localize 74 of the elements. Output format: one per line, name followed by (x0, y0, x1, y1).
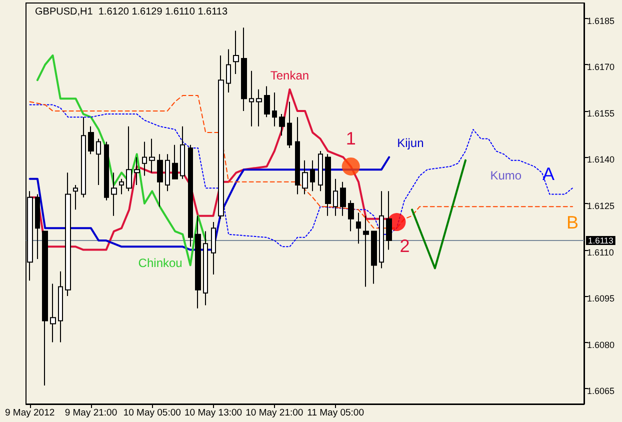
candlestick (203, 230, 208, 306)
x-tick-label: 11 May 05:00 (307, 408, 364, 418)
candlestick (379, 190, 384, 269)
candlestick (188, 144, 193, 248)
candlestick (333, 178, 338, 216)
candlestick (325, 154, 331, 216)
candlestick (295, 116, 300, 195)
line-series (28, 156, 390, 251)
candlestick (42, 230, 48, 386)
candlestick (371, 230, 377, 284)
candlestick (386, 190, 392, 250)
y-tick-label: 1.6185 (587, 16, 615, 26)
y-tick-label: 1.6080 (587, 340, 615, 350)
annotation: 2 (400, 236, 410, 256)
candlestick (73, 184, 78, 210)
y-tick-label: 1.6170 (587, 62, 615, 72)
series-label: Kijun (397, 136, 424, 150)
candlestick (134, 156, 140, 186)
candlestick (264, 86, 270, 118)
candlestick (218, 54, 224, 220)
candlestick (211, 222, 216, 275)
candlestick (50, 283, 56, 343)
y-tick-label: 1.6065 (587, 386, 615, 396)
candlestick (340, 181, 346, 216)
annotation: Kumo (490, 168, 522, 182)
candlestick (256, 88, 262, 127)
candlestick (119, 178, 124, 195)
ref-line-label: 1.6113 (588, 236, 614, 246)
candlestick (348, 200, 354, 232)
candlestick (241, 27, 247, 112)
candlestick (287, 101, 292, 148)
y-tick-label: 1.6125 (587, 201, 615, 211)
series-label: B (566, 212, 579, 233)
x-tick-label: 9 May 21:00 (64, 408, 118, 418)
candlestick (81, 116, 86, 198)
candlestick (226, 48, 231, 93)
candlestick (104, 141, 109, 201)
candlestick (88, 126, 94, 155)
y-tick-label: 1.6095 (587, 294, 615, 304)
candlestick (165, 154, 170, 192)
candlestick (172, 144, 178, 180)
y-tick-label: 1.6110 (587, 247, 614, 258)
candlestick (363, 215, 369, 288)
chart-title: GBPUSD,H1 1.6120 1.6129 1.6110 1.6113 (35, 6, 228, 18)
candlestick (272, 92, 277, 127)
candlestick (318, 150, 323, 192)
x-tick-label: 9 May 2012 (4, 408, 55, 418)
candlestick (356, 212, 361, 244)
candlestick (126, 126, 132, 192)
candlestick (310, 160, 315, 192)
candlestick (65, 172, 71, 297)
candlestick (195, 215, 201, 309)
x-tick-label: 10 May 21:00 (246, 408, 304, 418)
candlestick (111, 172, 117, 216)
series-label: A (542, 164, 555, 184)
candlestick (35, 194, 40, 260)
candlestick (279, 114, 285, 136)
candlestick (157, 154, 163, 208)
candlestick (149, 138, 155, 174)
candlestick (142, 141, 147, 176)
series-label: Chinkou (138, 256, 182, 270)
candlestick (180, 126, 185, 180)
line-series (36, 54, 207, 266)
candlestick (96, 138, 101, 186)
y-tick-label: 1.6155 (587, 108, 615, 118)
x-tick-label: 10 May 13:00 (184, 408, 242, 418)
x-tick-label: 10 May 05:00 (123, 408, 181, 418)
series-label: Tenkan (270, 68, 310, 82)
y-tick-label: 1.6140 (587, 154, 615, 165)
candlestick (233, 30, 239, 74)
candlestick (249, 70, 254, 127)
candlestick (302, 160, 308, 195)
candlestick (58, 270, 63, 343)
annotation: 1 (346, 128, 356, 148)
